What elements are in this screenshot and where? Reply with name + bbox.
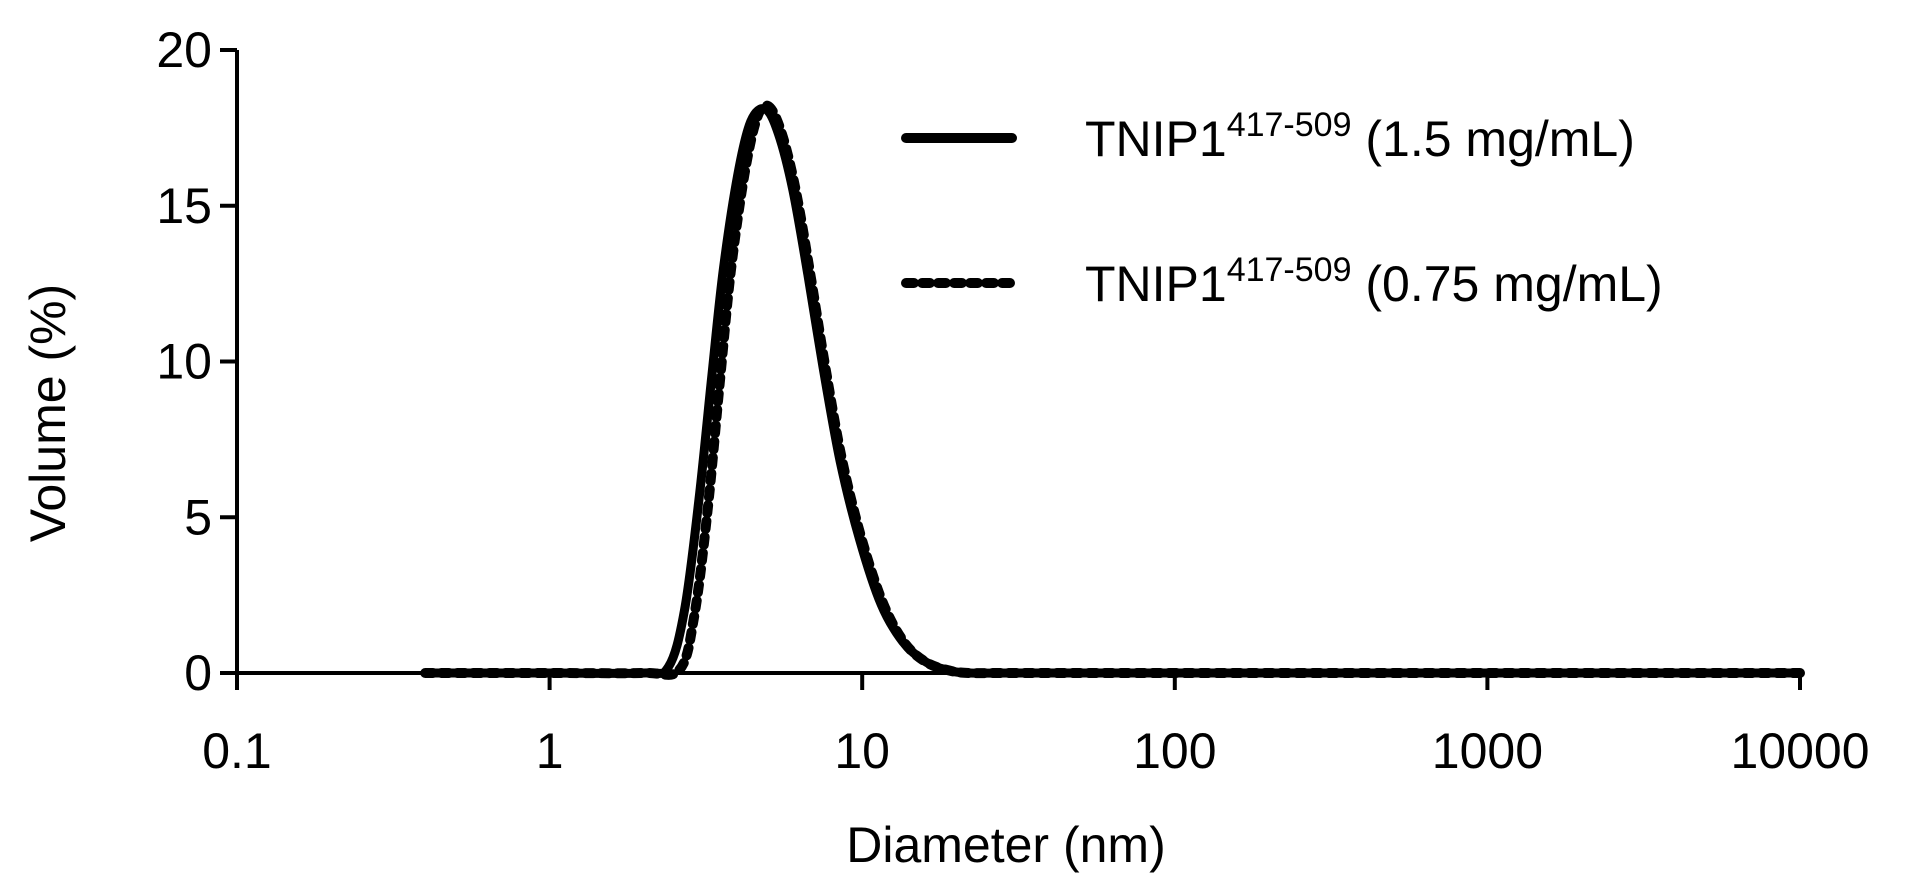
plot-series-group <box>420 100 1805 680</box>
legend: TNIP1417-509 (1.5 mg/mL)TNIP1417-509 (0.… <box>901 106 1663 312</box>
x-tick-label: 1000 <box>1432 723 1543 779</box>
x-tick-label: 1 <box>536 723 564 779</box>
legend-label-superscript: 417-509 <box>1227 106 1352 144</box>
legend-label-suffix: (0.75 mg/mL) <box>1351 256 1662 312</box>
y-tick-label: 10 <box>156 334 212 390</box>
legend-label: TNIP1417-509 (1.5 mg/mL) <box>1085 106 1635 167</box>
x-tick-label: 100 <box>1133 723 1216 779</box>
y-tick-label: 15 <box>156 178 212 234</box>
legend-label-main: TNIP1 <box>1085 256 1227 312</box>
x-tick-label: 10000 <box>1730 723 1869 779</box>
y-tick-label: 20 <box>156 22 212 78</box>
series-line-0-75-mg <box>420 100 1805 680</box>
legend-label-superscript: 417-509 <box>1227 251 1352 289</box>
y-axis-title: Volume (%) <box>20 284 76 542</box>
axes-group <box>220 48 1802 690</box>
legend-label-suffix: (1.5 mg/mL) <box>1351 111 1634 167</box>
x-tick-label: 10 <box>834 723 890 779</box>
legend-label-main: TNIP1 <box>1085 111 1227 167</box>
y-tick-label: 5 <box>184 489 212 545</box>
series-line-1-5-mg <box>420 104 1805 678</box>
x-tick-label: 0.1 <box>202 723 272 779</box>
x-axis-title: Diameter (nm) <box>846 817 1165 873</box>
y-tick-label: 0 <box>184 645 212 701</box>
tick-labels-group: 0 5 10 15 20 0.1 1 10 100 1000 10000 <box>156 22 1869 779</box>
legend-label: TNIP1417-509 (0.75 mg/mL) <box>1085 251 1663 312</box>
